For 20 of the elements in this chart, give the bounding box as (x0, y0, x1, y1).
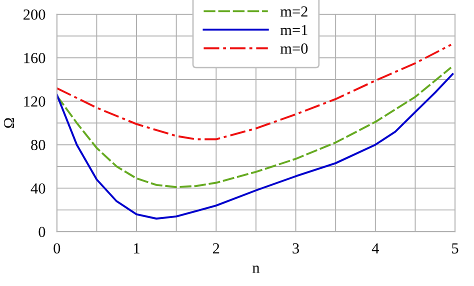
x-tick-label: 2 (212, 243, 220, 254)
y-tick-label: 40 (30, 183, 46, 194)
y-tick-label: 0 (38, 226, 46, 238)
x-tick-label: 1 (134, 243, 140, 254)
y-tick-label: 160 (24, 52, 46, 64)
x-axis-title: n (252, 266, 260, 273)
line-series (56, 44, 452, 140)
legend-label: m=0 (280, 43, 308, 54)
y-tick-label: 200 (24, 9, 46, 20)
legend-label: m=1 (280, 24, 308, 36)
y-tick-label: 80 (31, 140, 46, 150)
legend-label: m=2 (280, 6, 308, 17)
x-tick-label: 5 (452, 243, 458, 254)
y-tick-label: 120 (24, 96, 46, 107)
x-tick-label: 3 (292, 243, 299, 254)
line-series (56, 73, 454, 220)
line-series (56, 66, 452, 188)
y-axis-title: Ω (4, 118, 14, 128)
x-tick-label: 0 (54, 243, 60, 254)
x-tick-label: 4 (372, 243, 379, 254)
